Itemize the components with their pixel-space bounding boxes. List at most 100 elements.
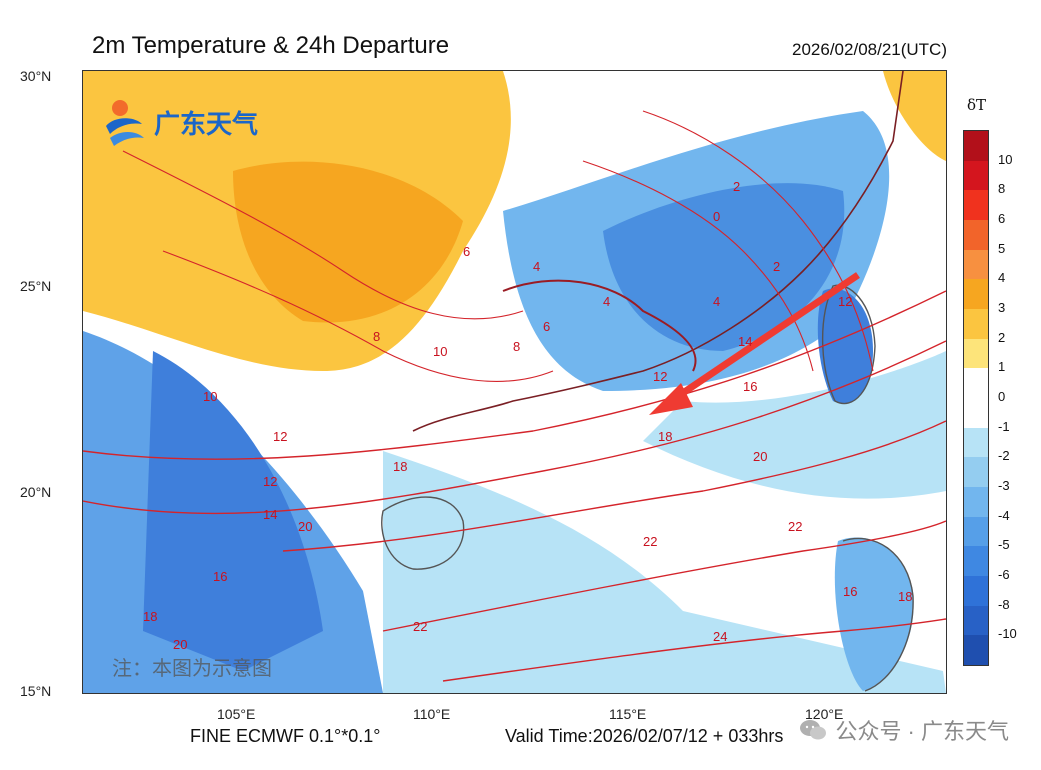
wechat-icon: [800, 720, 827, 740]
colorbar-segment: [964, 635, 988, 665]
contour-label: 16: [213, 569, 227, 584]
colorbar-segment: [964, 249, 988, 280]
lat-label-20: 20°N: [20, 484, 52, 500]
wechat-watermark: 公众号 · 广东天气: [799, 714, 1009, 746]
guangdong-border: [502, 279, 697, 372]
colorbar-segment: [964, 487, 988, 517]
lon-label-115: 115°E: [609, 706, 647, 722]
contour-label: 20: [753, 449, 767, 464]
contour-label: 4: [533, 259, 540, 274]
contour-label: 18: [143, 609, 157, 624]
warm-anomaly-east: [883, 71, 946, 161]
map-area: 4 6 8 10 10 12 12 14 16 18 20 18 8 6 4 0…: [82, 70, 947, 694]
taiwan-anomaly: [817, 288, 873, 404]
coastline-taiwan: [821, 284, 876, 405]
contour-line: [282, 420, 946, 552]
contour-label: 24: [713, 629, 727, 644]
contour-label: 12: [653, 369, 667, 384]
contour-label: 20: [173, 637, 187, 652]
colorbar: [963, 130, 989, 666]
contour-label: 12: [273, 429, 287, 444]
contour-label: 16: [843, 584, 857, 599]
colorbar-title: δT: [967, 96, 987, 114]
colorbar-label: -5: [998, 537, 1010, 553]
valid-time-label: Valid Time:2026/02/07/12 + 033hrs: [505, 726, 784, 746]
colorbar-label: 10: [998, 151, 1013, 167]
contour-label: 22: [788, 519, 802, 534]
colorbar-label: 2: [998, 329, 1006, 345]
contour-label: 16: [743, 379, 757, 394]
contour-line: [122, 150, 524, 320]
colorbar-segment: [964, 131, 988, 161]
contour-label: 18: [658, 429, 672, 444]
model-label: FINE ECMWF 0.1°*0.1°: [190, 726, 381, 746]
luzon-anomaly: [834, 537, 914, 691]
map-svg: 4 6 8 10 10 12 12 14 16 18 20 18 8 6 4 0…: [83, 71, 946, 693]
contour-label: 20: [298, 519, 312, 534]
contour-label: 6: [543, 319, 550, 334]
cold-air-arrow-head: [649, 383, 693, 415]
contour-label: 2: [733, 179, 740, 194]
lat-label-25: 25°N: [20, 278, 52, 294]
guangdong-weather-logo: 广东天气: [100, 96, 258, 148]
colorbar-label: -3: [998, 478, 1010, 493]
logo-swirl-icon: [106, 100, 144, 146]
coastline-china: [412, 71, 904, 432]
colorbar-segment: [964, 516, 988, 547]
colorbar-label: -8: [998, 596, 1010, 612]
colorbar-segment: [964, 309, 988, 339]
lat-label-30: 30°N: [20, 68, 52, 84]
contour-line: [442, 618, 946, 682]
contour-line: [382, 520, 946, 632]
contour-label: 18: [898, 589, 912, 604]
colorbar-label: 5: [998, 240, 1006, 256]
contour-label: 4: [713, 294, 720, 309]
contour-line: [642, 110, 874, 372]
cool-anomaly-east: [643, 351, 946, 499]
colorbar-segment: [964, 338, 988, 369]
colorbar-label: -1: [998, 418, 1010, 434]
lat-label-15: 15°N: [20, 683, 52, 699]
contour-label: 2: [773, 259, 780, 274]
cool-core-guangdong: [603, 183, 845, 351]
warm-core-north: [233, 161, 463, 323]
contour-label: 10: [203, 389, 217, 404]
schematic-note: 注：本图为示意图: [112, 658, 272, 680]
lon-label-120: 120°E: [805, 706, 844, 722]
colorbar-segment: [964, 220, 988, 250]
contour-label: 14: [738, 334, 752, 349]
cold-air-arrow-shaft: [666, 272, 860, 406]
contour-label: 12: [263, 474, 277, 489]
colorbar-segment: [964, 160, 988, 191]
contour-label: 18: [393, 459, 407, 474]
lon-label-105: 105°E: [217, 706, 256, 722]
colorbar-segment: [964, 368, 988, 398]
contour-line: [83, 290, 946, 460]
colorbar-label: 3: [998, 300, 1006, 315]
colorbar-label: -6: [998, 567, 1010, 582]
colorbar-label: 0: [998, 389, 1006, 404]
wechat-text: 公众号 · 广东天气: [835, 719, 1009, 744]
colorbar-label: -10: [998, 626, 1017, 642]
logo-text: 广东天气: [154, 109, 259, 140]
valid-datetime: 2026/02/08/21(UTC): [792, 40, 947, 59]
cool-anomaly-south: [383, 451, 946, 693]
colorbar-label: 1: [998, 359, 1006, 375]
contour-label: 0: [713, 209, 720, 224]
contour-label: 22: [643, 534, 657, 549]
contour-label: 4: [603, 294, 610, 309]
colorbar-segment: [964, 279, 988, 309]
colorbar-label: -2: [998, 448, 1010, 464]
contour-line: [582, 160, 814, 372]
colorbar-label: 4: [998, 270, 1006, 286]
coastline-hainan: [381, 496, 465, 570]
chart-title: 2m Temperature & 24h Departure: [92, 32, 450, 59]
colorbar-segment: [964, 398, 988, 428]
contour-line: [83, 340, 946, 515]
contour-label: 22: [413, 619, 427, 634]
colorbar-segment: [964, 190, 988, 220]
colorbar-segment: [964, 576, 988, 606]
contour-label: 14: [263, 507, 277, 522]
cool-core-west: [143, 351, 323, 671]
contour-label: 12: [838, 294, 852, 309]
